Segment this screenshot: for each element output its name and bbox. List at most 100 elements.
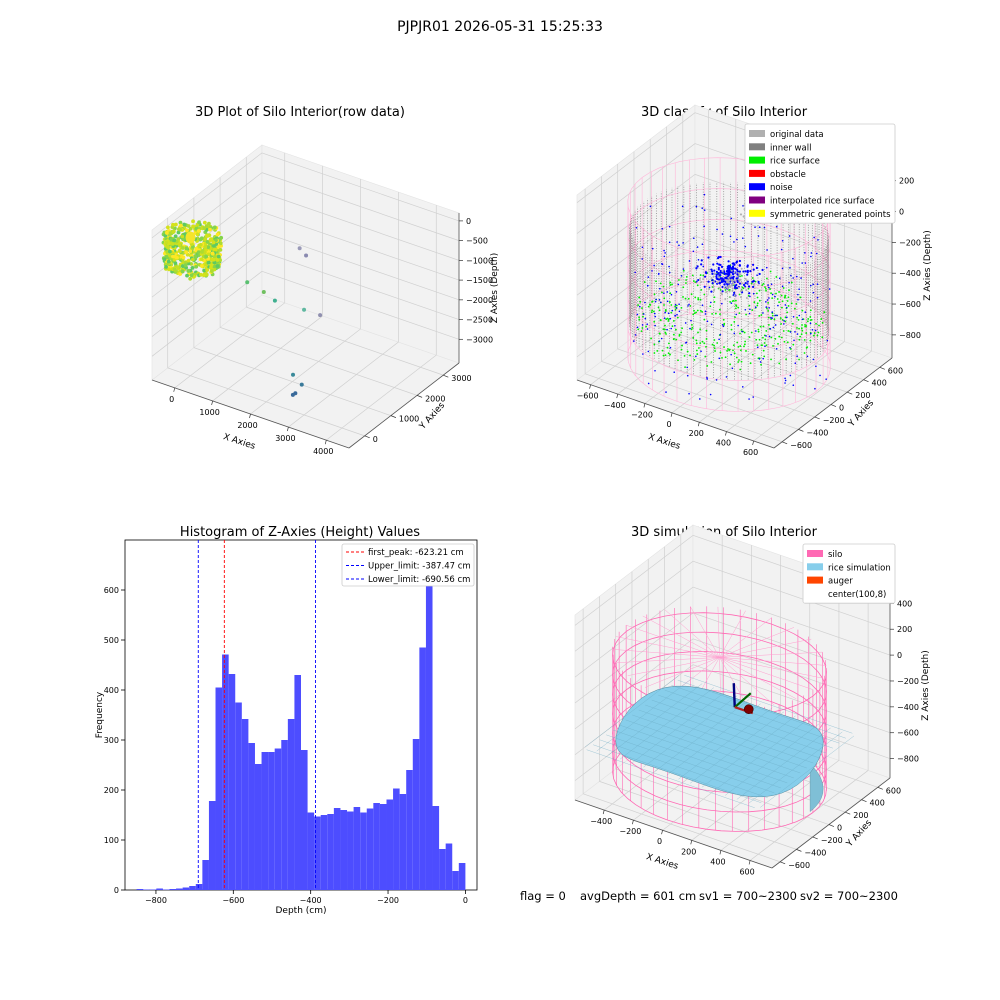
rice-surface-point	[695, 349, 698, 352]
hist-bar	[360, 812, 367, 890]
original-data-point	[733, 271, 736, 274]
noise-cluster-point	[727, 267, 731, 270]
original-data-point	[712, 275, 715, 278]
x-tick-mark	[589, 384, 591, 389]
rice-surface-point	[650, 311, 653, 314]
original-data-point	[718, 276, 721, 279]
raw-cluster-point	[182, 222, 187, 227]
noise-point	[811, 328, 814, 331]
rice-surface-point	[791, 322, 794, 325]
raw-cluster-point	[184, 250, 189, 255]
noise-point	[706, 320, 709, 323]
rice-simulation-surface	[615, 685, 824, 798]
silo-wireframe-ring	[627, 280, 831, 381]
noise-point	[755, 330, 757, 332]
panel-histogram: Histogram of Z-Axies (Height) Values −80…	[95, 525, 478, 916]
original-data-point	[737, 286, 740, 289]
noise-cluster-point	[722, 278, 725, 281]
noise-point	[794, 362, 797, 364]
rice-surface-point	[655, 280, 657, 283]
rice-surface-point	[713, 347, 716, 350]
noise-point	[814, 329, 817, 332]
rice-surface-point	[666, 346, 669, 349]
rice-surface-point	[674, 308, 677, 311]
noise-point	[804, 262, 807, 264]
rice-surface-point	[651, 309, 654, 312]
noise-cluster-point	[715, 273, 718, 276]
raw-cluster-point	[164, 254, 169, 259]
noise-point	[686, 374, 689, 377]
rice-surface-point	[653, 320, 656, 323]
noise-point	[778, 277, 781, 280]
y-tick-mark	[828, 824, 835, 827]
hist-bar	[399, 794, 407, 890]
rice-surface-point	[789, 348, 792, 350]
raw-cluster-point	[200, 250, 204, 254]
noise-point	[709, 393, 712, 396]
x-tick-label: 400	[710, 857, 725, 866]
rice-surface-point	[638, 296, 641, 299]
rice-surface-point	[753, 301, 756, 304]
z-gridline	[692, 638, 891, 708]
noise-point	[646, 285, 649, 287]
rice-surface-point	[745, 313, 747, 316]
raw-cluster-point	[198, 242, 203, 247]
z-gridline	[261, 172, 460, 241]
z-tick-label: −200	[897, 677, 919, 686]
noise-point	[789, 331, 792, 333]
rice-surface-point	[719, 288, 722, 291]
x-axis-label: X Axies	[222, 432, 257, 452]
noise-point	[788, 281, 790, 284]
noise-point	[663, 249, 665, 252]
noise-point	[731, 367, 734, 370]
noise-cluster-point	[742, 270, 745, 273]
noise-point	[642, 313, 645, 315]
noise-point	[718, 338, 720, 341]
rice-surface-point	[769, 288, 771, 290]
rice-surface-point	[637, 328, 640, 331]
rice-surface-point	[738, 293, 741, 296]
raw-cluster-point	[197, 220, 201, 225]
raw-cluster-point	[204, 254, 209, 259]
y-axis-label: Y Axies	[846, 398, 876, 430]
rice-surface-point	[695, 342, 698, 345]
noise-point	[784, 379, 787, 382]
z-gridline	[692, 664, 891, 734]
footer-sv1: sv1 = 700~2300	[699, 889, 797, 903]
noise-point	[771, 317, 773, 319]
noise-point	[659, 287, 661, 290]
noise-point	[781, 285, 784, 288]
rice-mesh-line	[736, 727, 831, 800]
rice-surface-point	[675, 328, 677, 331]
rice-surface-point	[764, 287, 767, 290]
raw-cluster-point	[206, 260, 211, 265]
rice-surface-point	[710, 361, 713, 363]
noise-point	[828, 288, 831, 290]
noise-point	[730, 302, 733, 304]
rice-surface-point	[637, 304, 640, 306]
noise-cluster-point	[710, 268, 713, 271]
noise-point	[736, 238, 738, 241]
noise-point	[742, 237, 744, 239]
noise-point	[703, 209, 706, 211]
rice-mesh-line	[760, 735, 855, 808]
rice-surface-point	[790, 302, 793, 305]
noise-cluster-point	[731, 277, 735, 280]
x-tick-label: −400	[604, 401, 626, 410]
noise-point	[813, 236, 815, 239]
noise-point	[647, 276, 650, 278]
raw-cluster-point	[218, 247, 223, 252]
rice-surface-point	[747, 287, 750, 290]
noise-cluster-point	[746, 273, 749, 276]
noise-point	[765, 301, 767, 303]
rice-surface-point	[638, 318, 641, 321]
raw-cluster-point	[171, 229, 176, 234]
hist-bar	[353, 807, 361, 890]
rice-surface-point	[706, 365, 709, 367]
noise-point	[654, 315, 657, 318]
noise-point	[722, 325, 725, 328]
noise-point	[680, 274, 683, 277]
classify-legend-swatch	[749, 130, 765, 137]
raw-cluster-point	[215, 264, 220, 269]
rice-surface-point	[758, 289, 761, 292]
